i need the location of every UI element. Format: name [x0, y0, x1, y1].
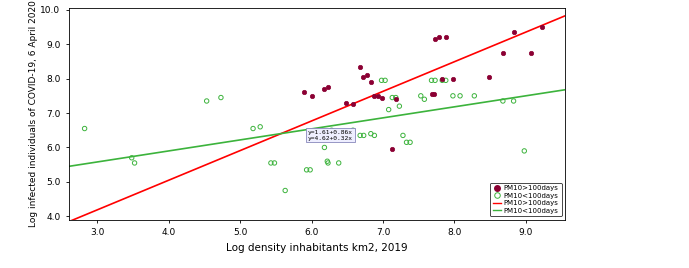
- Point: [497, 99, 508, 103]
- Point: [447, 76, 458, 81]
- Point: [387, 95, 398, 100]
- Point: [299, 90, 310, 95]
- Point: [519, 149, 530, 153]
- Point: [440, 78, 451, 83]
- Point: [362, 73, 373, 77]
- Point: [329, 132, 340, 136]
- Point: [79, 126, 90, 131]
- Point: [437, 78, 448, 83]
- Point: [358, 133, 369, 137]
- Point: [373, 94, 384, 98]
- Point: [322, 161, 333, 165]
- Point: [216, 95, 227, 100]
- Point: [429, 37, 440, 41]
- Point: [483, 75, 494, 79]
- Point: [386, 147, 397, 151]
- Point: [322, 85, 333, 89]
- Point: [355, 133, 366, 137]
- Point: [126, 156, 137, 160]
- Point: [340, 130, 351, 134]
- Point: [429, 78, 440, 83]
- Point: [508, 99, 519, 103]
- Point: [401, 140, 412, 144]
- Point: [440, 35, 451, 39]
- Point: [201, 99, 212, 103]
- Point: [508, 30, 519, 34]
- Point: [280, 188, 291, 193]
- X-axis label: Log density inhabitants km2, 2019: Log density inhabitants km2, 2019: [226, 243, 408, 253]
- Point: [394, 104, 405, 108]
- Point: [319, 145, 330, 150]
- Point: [365, 80, 376, 84]
- Point: [355, 64, 366, 69]
- Point: [426, 92, 437, 96]
- Point: [437, 76, 448, 81]
- Point: [390, 95, 401, 100]
- Point: [305, 168, 316, 172]
- Point: [376, 95, 387, 100]
- Point: [301, 168, 312, 172]
- Point: [347, 102, 358, 107]
- Point: [129, 161, 140, 165]
- Point: [365, 132, 376, 136]
- Point: [255, 125, 266, 129]
- Point: [347, 128, 358, 132]
- Point: [390, 97, 401, 101]
- Point: [497, 51, 508, 55]
- Point: [344, 130, 355, 134]
- Point: [269, 161, 280, 165]
- Point: [326, 128, 337, 132]
- Point: [415, 94, 426, 98]
- Point: [316, 137, 327, 141]
- Point: [380, 78, 391, 83]
- Point: [322, 159, 333, 163]
- Point: [358, 75, 369, 79]
- Point: [340, 100, 351, 105]
- Point: [455, 94, 466, 98]
- Point: [265, 161, 276, 165]
- Point: [333, 132, 344, 136]
- Point: [419, 97, 430, 101]
- Point: [247, 126, 258, 131]
- Legend: PM10>100days, PM10<100days, PM10>100days, PM10<100days: PM10>100days, PM10<100days, PM10>100days…: [490, 183, 562, 216]
- Point: [319, 87, 330, 91]
- Point: [306, 94, 317, 98]
- Point: [429, 92, 440, 96]
- Point: [404, 140, 415, 144]
- Text: y=1.61+0.86x
y=4.62+0.32x: y=1.61+0.86x y=4.62+0.32x: [308, 130, 353, 141]
- Point: [376, 78, 387, 83]
- Point: [398, 133, 409, 137]
- Point: [369, 94, 380, 98]
- Point: [426, 78, 437, 83]
- Point: [369, 133, 380, 137]
- Point: [537, 25, 548, 29]
- Y-axis label: Log infected individuals of COVID-19, 6 April 2020: Log infected individuals of COVID-19, 6 …: [29, 1, 38, 227]
- Point: [433, 35, 444, 39]
- Point: [447, 94, 458, 98]
- Point: [469, 94, 480, 98]
- Point: [383, 107, 394, 112]
- Point: [526, 51, 537, 55]
- Point: [333, 161, 344, 165]
